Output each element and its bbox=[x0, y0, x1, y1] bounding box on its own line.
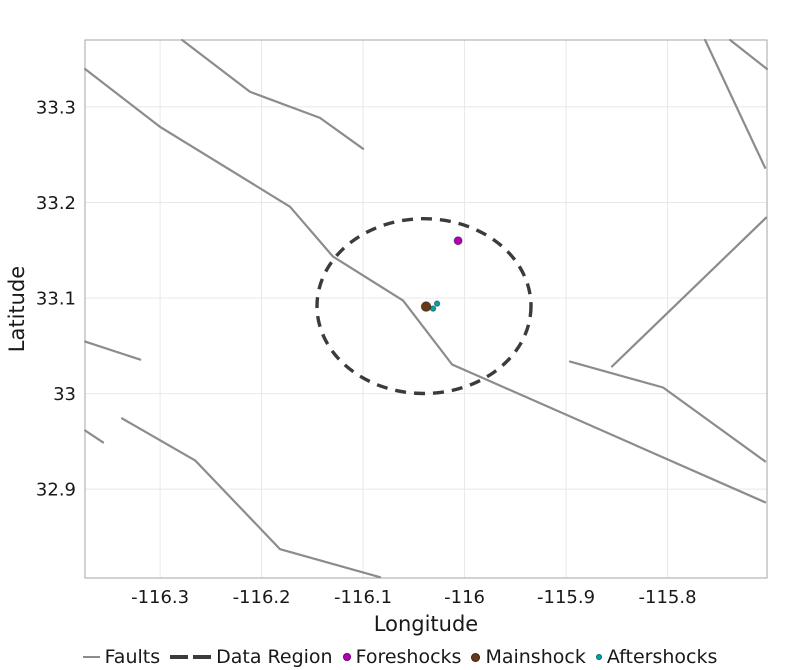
x-axis-title: Longitude bbox=[373, 612, 479, 636]
x-tick-label: -116 bbox=[444, 587, 485, 608]
legend-label-mainshock: Mainshock bbox=[485, 646, 586, 668]
fault-line bbox=[181, 38, 365, 150]
fault-line bbox=[83, 67, 767, 504]
fault-line bbox=[120, 417, 382, 579]
legend-label-foreshocks: Foreshocks bbox=[355, 646, 462, 668]
legend: Faults Data Region Foreshocks Mainshock … bbox=[0, 646, 800, 668]
aftershocks-dot-swatch bbox=[595, 654, 602, 660]
y-tick-label: 33.3 bbox=[36, 97, 76, 118]
x-tick-label: -115.9 bbox=[537, 587, 595, 608]
fault-line bbox=[703, 38, 767, 169]
legend-item-data-region: Data Region bbox=[170, 646, 333, 668]
y-tick-label: 33 bbox=[53, 384, 76, 405]
mainshock-marker bbox=[420, 301, 432, 312]
legend-label-faults: Faults bbox=[104, 646, 161, 668]
y-axis-title: Latitude bbox=[5, 265, 29, 353]
legend-label-aftershocks: Aftershocks bbox=[606, 646, 718, 668]
legend-item-aftershocks: Aftershocks bbox=[595, 646, 718, 668]
aftershocks-marker bbox=[429, 305, 437, 312]
data-region-dash-swatch bbox=[170, 655, 212, 659]
y-tick-label: 33.2 bbox=[36, 193, 76, 214]
fault-line bbox=[83, 340, 142, 361]
mainshock-dot-swatch bbox=[471, 652, 481, 662]
fault-line bbox=[610, 216, 768, 368]
foreshocks-dot-swatch bbox=[342, 653, 351, 661]
faults-line-swatch bbox=[82, 655, 100, 659]
x-tick-label: -116.2 bbox=[233, 587, 291, 608]
fault-line bbox=[83, 429, 105, 444]
plot-border bbox=[84, 39, 768, 579]
fault-line bbox=[568, 360, 767, 463]
y-tick-label: 32.9 bbox=[36, 480, 76, 501]
fault-line bbox=[728, 38, 769, 71]
foreshocks-marker bbox=[453, 236, 463, 246]
x-tick-label: -116.1 bbox=[334, 587, 392, 608]
data-region-ellipse bbox=[315, 217, 533, 396]
x-tick-label: -115.8 bbox=[639, 587, 697, 608]
aftershocks-marker bbox=[433, 300, 441, 307]
legend-item-mainshock: Mainshock bbox=[471, 646, 586, 668]
legend-item-faults: Faults bbox=[82, 646, 161, 668]
legend-item-foreshocks: Foreshocks bbox=[342, 646, 462, 668]
legend-label-data-region: Data Region bbox=[216, 646, 333, 668]
y-tick-label: 33.1 bbox=[36, 289, 76, 310]
x-tick-label: -116.3 bbox=[131, 587, 189, 608]
